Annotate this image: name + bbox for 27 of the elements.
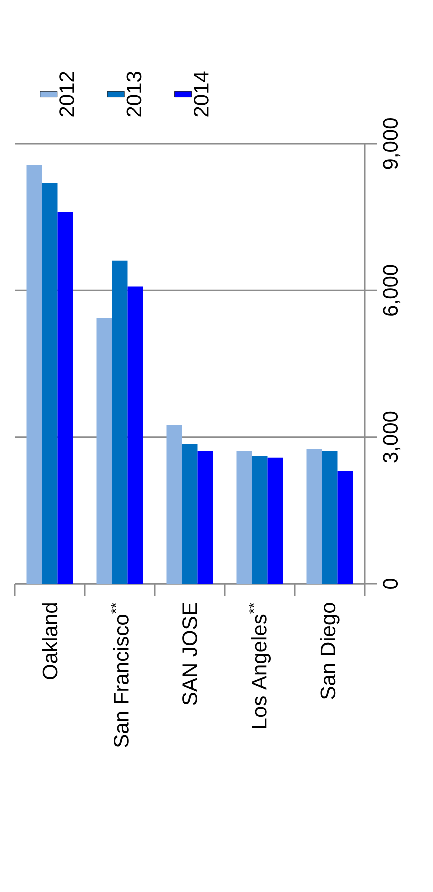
x-tick-label: San Francisco$^{**}$: [111, 602, 129, 748]
bar: [112, 260, 128, 584]
y-tick-label: 9,000: [383, 118, 401, 170]
bar: [236, 451, 252, 584]
x-tick-label: San Diego: [320, 603, 340, 700]
bar: [182, 444, 198, 584]
bar: [322, 451, 338, 584]
bar: [42, 183, 58, 584]
bar: [128, 286, 144, 584]
legend-label: 2013: [126, 72, 142, 117]
x-tick-label: SAN JOSE: [182, 603, 198, 706]
y-tick-label: 6,000: [383, 265, 401, 316]
bar: [58, 212, 74, 584]
bar: [338, 472, 354, 584]
y-tick-label: 3,000: [383, 412, 401, 463]
legend-label: 2012: [60, 72, 74, 117]
x-tick-label: Los Angeles$^{**}$: [249, 602, 271, 728]
legend-label: 2014: [194, 72, 209, 117]
bar: [198, 451, 214, 584]
bar: [96, 318, 112, 584]
bar: [252, 456, 268, 584]
y-tick-label: 0: [383, 578, 398, 590]
bar: [306, 450, 322, 584]
bar: [166, 425, 182, 584]
bar: [26, 165, 42, 584]
bar: [268, 458, 284, 584]
x-tick-label: Oakland: [42, 604, 58, 680]
